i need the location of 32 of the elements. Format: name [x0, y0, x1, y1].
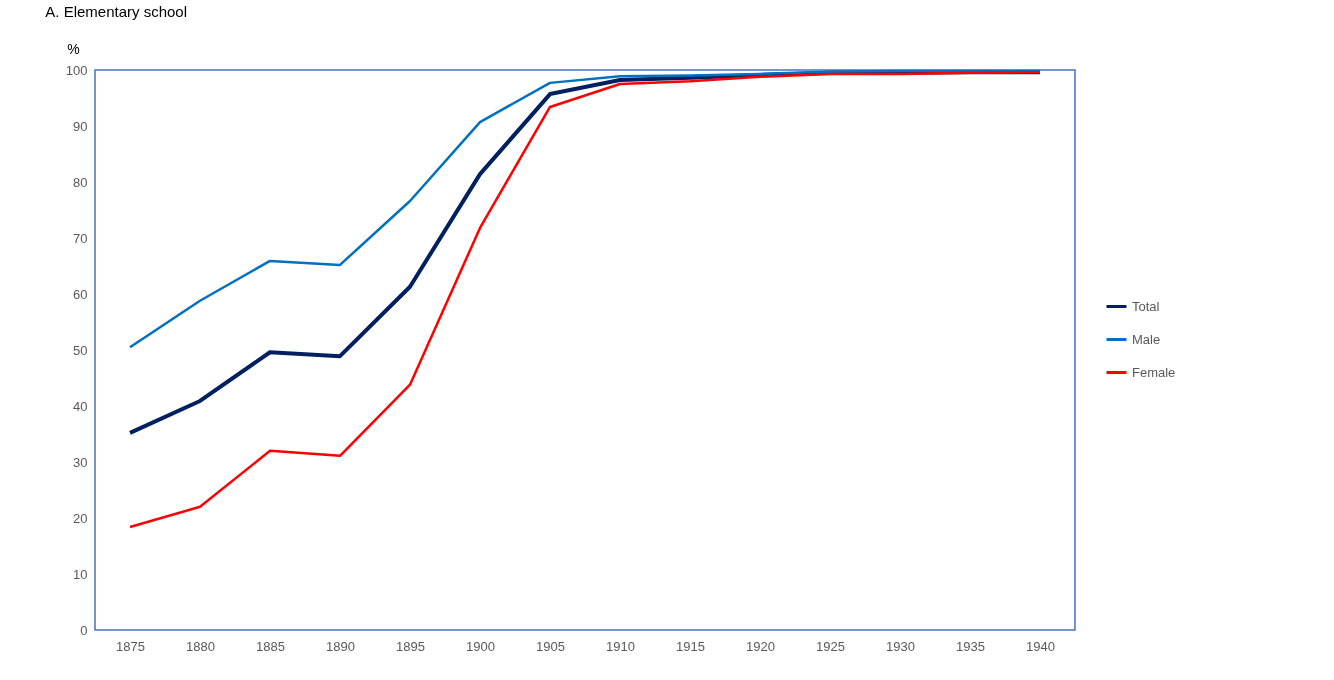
x-tick-label: 1875 [116, 638, 145, 654]
y-tick-label: 30 [73, 454, 88, 470]
legend-label: Total [1132, 298, 1160, 314]
x-tick-label: 1930 [886, 638, 915, 654]
x-tick-label: 1900 [466, 638, 495, 654]
x-tick-label: 1895 [396, 638, 425, 654]
y-tick-label: 80 [73, 174, 88, 190]
y-tick-label: 10 [73, 566, 88, 582]
legend-label: Male [1132, 331, 1161, 347]
y-tick-label: 0 [80, 622, 88, 638]
chart-title: A. Elementary school [45, 3, 188, 20]
y-tick-label: 70 [73, 230, 88, 246]
y-tick-label: 60 [73, 286, 88, 302]
x-tick-label: 1940 [1026, 638, 1055, 654]
line-series [128, 69, 1042, 349]
x-tick-label: 1880 [186, 638, 215, 654]
y-tick-label: 100 [65, 62, 88, 78]
y-tick-label: 90 [73, 118, 88, 134]
y-tick-label: 20 [73, 510, 88, 526]
y-tick-label: 50 [73, 342, 88, 358]
y-tick-label: 40 [73, 398, 88, 414]
line-series [128, 70, 1042, 529]
x-tick-label: 1925 [816, 638, 845, 654]
x-tick-label: 1890 [326, 638, 355, 654]
x-tick-label: 1915 [676, 638, 705, 654]
legend-label: Female [1132, 364, 1176, 380]
y-axis-title: % [67, 40, 80, 57]
x-tick-label: 1905 [536, 638, 565, 654]
x-tick-label: 1935 [956, 638, 985, 654]
x-tick-label: 1910 [606, 638, 635, 654]
x-tick-label: 1885 [256, 638, 285, 654]
x-tick-label: 1920 [746, 638, 775, 654]
